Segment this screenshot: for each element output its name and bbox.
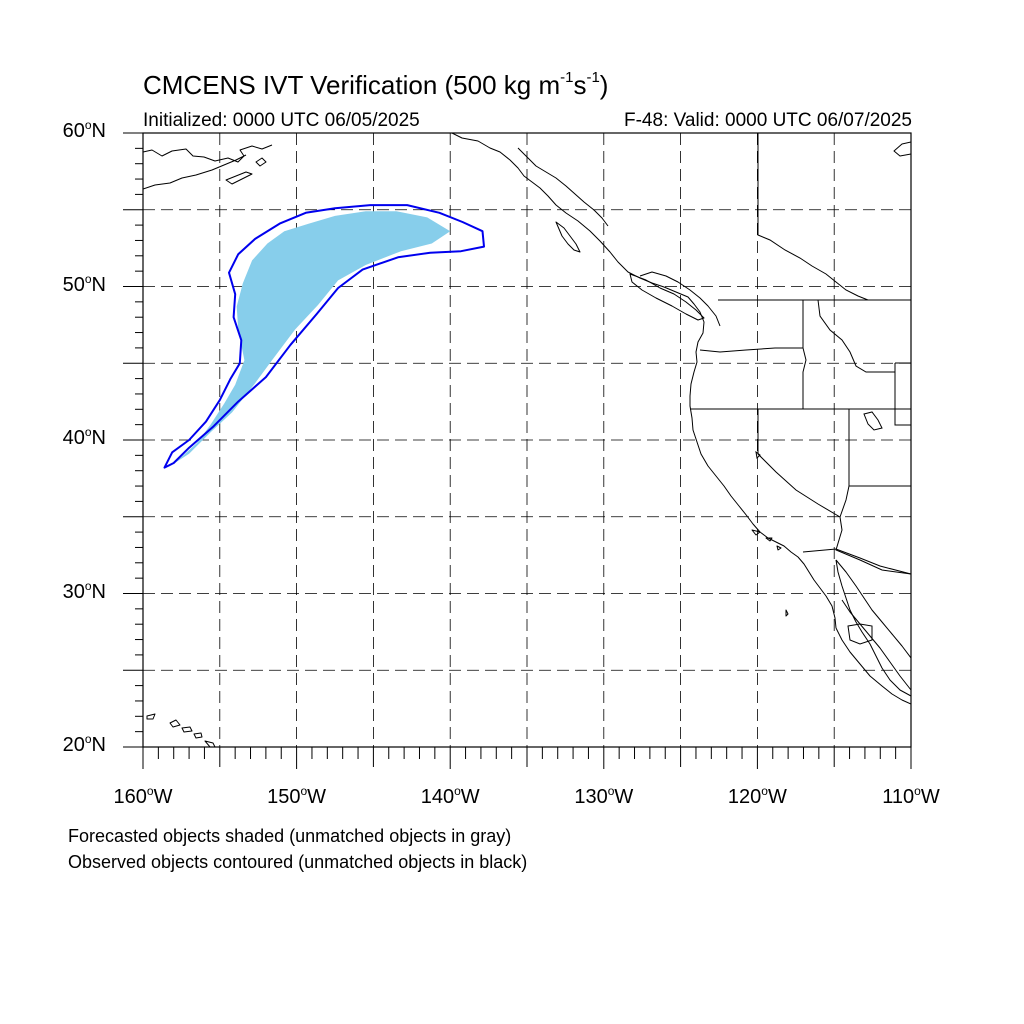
nevada-california-border — [757, 409, 841, 518]
longitude-label: 120oW — [727, 784, 787, 809]
observed-ivt-contour — [163, 204, 485, 469]
alaska-canada-border — [757, 133, 869, 301]
hemisphere-letter: N — [91, 273, 106, 296]
longitude-value: 150 — [267, 786, 301, 808]
footnote-observed: Observed objects contoured (unmatched ob… — [68, 852, 528, 872]
degree-symbol: o — [84, 271, 92, 286]
longitude-value: 110 — [882, 786, 915, 808]
hemisphere-letter: N — [91, 734, 106, 756]
haida-gwaii — [555, 221, 581, 253]
great-salt-lake — [863, 411, 883, 431]
degree-symbol: o — [300, 784, 308, 798]
baja-peninsula — [835, 559, 911, 697]
degree-symbol: o — [914, 784, 921, 798]
latitude-label: 60oN — [40, 118, 106, 143]
hemisphere-letter: W — [460, 786, 480, 808]
valid-time-label: F-48: Valid: 0000 UTC 06/07/2025 — [624, 110, 912, 131]
hemisphere-letter: W — [614, 786, 634, 808]
title-exponent-2: -1 — [586, 69, 600, 87]
longitude-label: 130oW — [574, 784, 634, 809]
longitude-label: 110oW — [882, 784, 940, 809]
political-boundaries — [690, 133, 911, 645]
california-islands — [751, 529, 789, 617]
degree-symbol: o — [84, 425, 92, 439]
idaho-montana-border — [817, 299, 895, 373]
hawaii-islands — [146, 713, 216, 747]
hemisphere-letter: N — [91, 427, 106, 449]
initialized-label: Initialized: 0000 UTC 06/05/2025 — [143, 110, 420, 131]
gridlines — [143, 133, 911, 747]
title-mid: s — [573, 70, 587, 100]
hemisphere-letter: W — [767, 786, 787, 808]
latitude-value: 40 — [62, 427, 85, 449]
mexico-interior-boundaries — [847, 623, 873, 645]
hemisphere-letter: W — [307, 786, 327, 808]
degree-symbol: o — [84, 732, 92, 746]
nevada-utah-border — [848, 409, 911, 487]
hemisphere-letter: W — [153, 786, 173, 808]
alaska-coastline — [143, 144, 273, 190]
degree-symbol: o — [607, 784, 615, 798]
longitude-value: 120 — [727, 786, 762, 808]
oregon-idaho-border — [802, 300, 807, 409]
degree-symbol: o — [146, 784, 154, 798]
axis-ticks — [123, 132, 912, 769]
hemisphere-letter: W — [920, 786, 940, 808]
washington-oregon-border — [699, 347, 803, 353]
us-mexico-border — [802, 548, 911, 575]
degree-symbol: o — [84, 118, 92, 132]
forecast-ivt-object — [167, 211, 451, 468]
title-exponent-1: -1 — [560, 69, 574, 87]
latitude-label: 40oN — [40, 425, 106, 450]
gulf-of-california-coast — [835, 559, 911, 705]
longitude-label: 160oW — [113, 784, 173, 809]
bc-inner-coast — [517, 147, 721, 327]
footnote-forecast: Forecasted objects shaded (unmatched obj… — [68, 826, 512, 846]
se-alaska-bc-coastline — [451, 133, 837, 629]
longitude-value: 140 — [420, 786, 455, 808]
degree-symbol: o — [454, 784, 461, 798]
latitude-value: 20 — [62, 734, 85, 756]
coastlines — [143, 133, 911, 747]
latitude-label: 20oN — [40, 732, 106, 757]
hemisphere-letter: N — [91, 580, 106, 603]
degree-symbol: o — [84, 578, 92, 593]
wyoming-box — [894, 362, 911, 426]
degree-symbol: o — [761, 784, 768, 798]
latitude-value: 60 — [62, 120, 85, 142]
lake-tahoe — [755, 450, 761, 460]
longitude-value: 160 — [113, 786, 147, 808]
longitude-label: 150oW — [267, 784, 327, 809]
arizona-border — [835, 485, 911, 575]
title-suffix: ) — [599, 70, 609, 100]
latitude-label: 50oN — [40, 271, 106, 297]
alaska-islands — [225, 157, 267, 185]
plot-frame — [142, 132, 912, 748]
hemisphere-letter: N — [91, 120, 106, 142]
title-prefix: CMCENS IVT Verification (500 kg m — [143, 70, 561, 100]
map-title: CMCENS IVT Verification (500 kg m-1s-1) — [143, 69, 609, 101]
longitude-label: 140oW — [420, 784, 480, 809]
vancouver-island — [629, 273, 705, 321]
latitude-value: 50 — [62, 273, 85, 296]
hudson-bay-fragment — [893, 141, 911, 157]
longitude-value: 130 — [574, 786, 608, 808]
latitude-value: 30 — [62, 580, 85, 603]
latitude-label: 30oN — [40, 578, 106, 604]
